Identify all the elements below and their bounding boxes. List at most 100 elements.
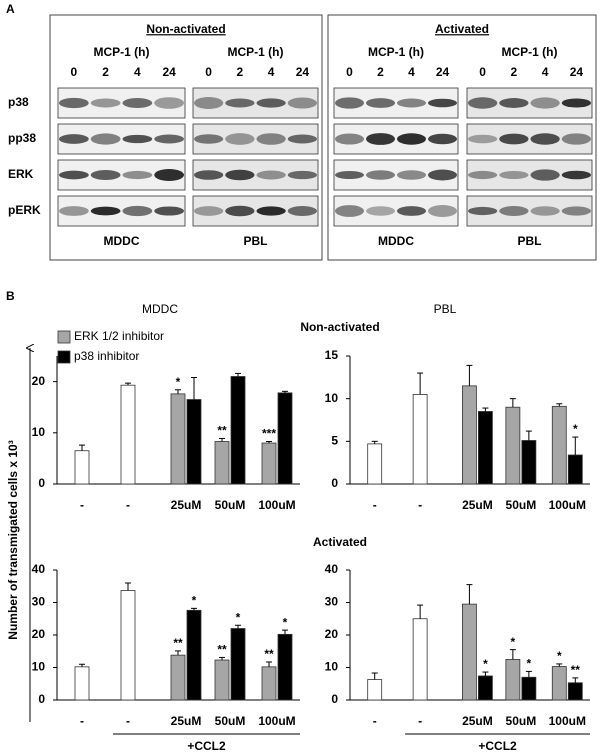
time-label: 0 <box>71 65 78 79</box>
y-tick-label: 10 <box>325 391 339 405</box>
x-tick-label: - <box>80 498 84 512</box>
bar <box>462 603 477 701</box>
blot-band <box>287 170 317 180</box>
y-tick-label: 20 <box>32 374 46 388</box>
bar <box>120 384 136 485</box>
time-label: 4 <box>408 65 415 79</box>
x-tick-label: 100uM <box>549 714 586 728</box>
bar <box>170 654 186 701</box>
y-tick-label: 0 <box>331 476 338 490</box>
cell-label: PBL <box>244 234 268 248</box>
significance: ** <box>217 424 227 438</box>
blot-band <box>397 98 426 108</box>
blot-band <box>468 170 498 180</box>
blot-band <box>366 98 395 108</box>
significance: * <box>192 594 197 608</box>
blot-band <box>256 133 286 145</box>
blot-band <box>530 97 560 109</box>
blot-band <box>561 98 591 108</box>
bar <box>186 609 202 701</box>
blot-band <box>530 169 560 181</box>
column-title: PBL <box>434 302 457 316</box>
significance: ** <box>217 643 227 657</box>
blot-band <box>194 134 224 144</box>
blot-row-label: ERK <box>8 167 34 181</box>
blot-row-label: pp38 <box>8 131 36 145</box>
significance: * <box>573 422 578 436</box>
blot-band <box>499 98 529 108</box>
blot-band <box>59 170 89 180</box>
blot-band <box>428 98 457 108</box>
significance: *** <box>262 427 276 441</box>
blot-band <box>287 97 317 109</box>
time-label: 0 <box>479 65 486 79</box>
bar <box>230 628 246 701</box>
bar <box>367 443 383 485</box>
blot-band <box>122 170 153 180</box>
y-tick-label: 0 <box>331 692 338 706</box>
blot-band <box>59 97 89 109</box>
y-tick-label: 30 <box>32 595 46 609</box>
bar <box>214 441 230 485</box>
significance: * <box>557 649 562 663</box>
blot-band <box>154 134 184 144</box>
cell-label: MDDC <box>378 234 414 248</box>
blot-band <box>397 206 426 216</box>
panel-box <box>49 14 323 261</box>
group-label: +CCL2 <box>187 739 226 753</box>
y-tick-label: 40 <box>32 562 46 576</box>
time-label: 2 <box>377 65 384 79</box>
legend-label: p38 inhibitor <box>74 349 139 363</box>
y-tick-label: 20 <box>32 627 46 641</box>
blot-band <box>366 170 395 180</box>
blot-band <box>561 206 591 216</box>
blot-band <box>225 205 255 217</box>
bar <box>567 454 583 485</box>
y-tick-label: 0 <box>38 476 45 490</box>
x-tick-label: 25uM <box>171 714 202 728</box>
bar <box>214 659 230 701</box>
significance: ** <box>571 663 581 677</box>
bar <box>170 393 186 485</box>
bar <box>367 679 383 701</box>
x-tick-label: - <box>418 714 422 728</box>
bar <box>261 442 277 485</box>
blot-band <box>499 133 529 145</box>
blot-band <box>154 206 184 216</box>
blot-band <box>287 134 317 144</box>
bar <box>186 399 202 485</box>
x-tick-label: 25uM <box>171 498 202 512</box>
y-tick-label: 10 <box>325 660 339 674</box>
panel-label: B <box>6 289 15 303</box>
y-tick-label: 10 <box>32 660 46 674</box>
blot-band <box>194 206 224 216</box>
x-tick-label: 25uM <box>462 498 493 512</box>
legend-swatch <box>57 330 71 344</box>
blot-band <box>287 206 317 216</box>
significance: ** <box>173 636 183 650</box>
time-label: 2 <box>237 65 244 79</box>
blot-band <box>122 97 153 109</box>
time-label: 4 <box>134 65 141 79</box>
blot-band <box>90 98 121 108</box>
significance: * <box>511 635 516 649</box>
y-tick-label: 20 <box>325 627 339 641</box>
blot-band <box>428 169 457 181</box>
x-tick-label: - <box>373 498 377 512</box>
significance: * <box>283 615 288 629</box>
blot-band <box>256 170 286 180</box>
column-title: MDDC <box>142 302 178 316</box>
bar <box>521 676 537 701</box>
blot-band <box>530 133 560 145</box>
blot-row-label: pERK <box>8 203 41 217</box>
blot-band <box>154 97 184 109</box>
panel-box <box>327 14 597 261</box>
blot-band <box>561 133 591 145</box>
blot-band <box>90 170 121 180</box>
significance: * <box>527 657 532 671</box>
legend-label: ERK 1/2 inhibitor <box>74 329 164 343</box>
time-label: 2 <box>511 65 518 79</box>
blot-band <box>122 134 153 144</box>
x-tick-label: - <box>126 498 130 512</box>
y-tick-label: 5 <box>331 434 338 448</box>
